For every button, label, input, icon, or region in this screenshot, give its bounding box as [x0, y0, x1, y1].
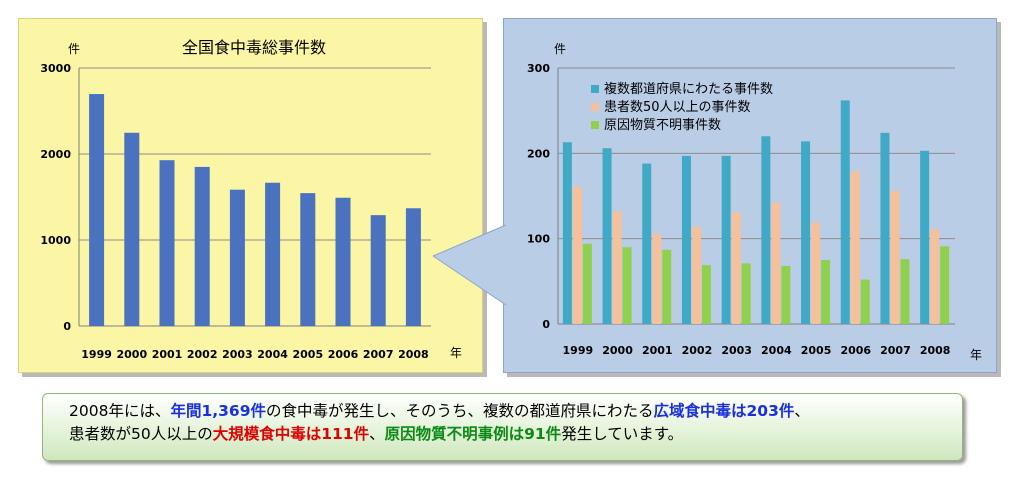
y-axis-unit: 件 — [554, 42, 566, 56]
breakdown-chart-panel: 0 100 200 300 件年 1999 2000 2001 2002 2003 2004 2005… — [503, 18, 997, 373]
x-axis-unit: 年 — [970, 348, 982, 362]
bar-series3-2002 — [701, 265, 711, 324]
legend-swatch — [591, 103, 599, 111]
bar-2001 — [159, 160, 175, 326]
legend-swatch — [591, 85, 599, 93]
x-axis-unit: 年 — [450, 346, 462, 360]
bar-2008 — [405, 208, 421, 326]
bar-series2-2005 — [811, 222, 821, 324]
y-tick-label: 1000 — [40, 234, 71, 247]
bar-series3-1999 — [582, 243, 592, 324]
legend-swatch — [591, 121, 599, 129]
x-tick-label: 2000 — [116, 348, 147, 361]
total-cases-chart: 0 1000 2000 3000 件年 1999 2000 2001 2002 2003 2004 2… — [40, 38, 462, 361]
bar-series3-2007 — [900, 259, 910, 324]
y-tick-label: 100 — [527, 233, 550, 246]
bar-2002 — [194, 166, 210, 326]
bar-series3-2004 — [781, 265, 791, 324]
y-tick-label: 3000 — [40, 62, 71, 75]
x-tick-label: 2000 — [602, 344, 633, 357]
legend-label: 原因物質不明事件数 — [604, 118, 721, 133]
summary-line-2: 患者数が50人以上の大規模食中毒は111件、原因物質不明事例は91件発生していま… — [69, 423, 948, 446]
bar-series2-2007 — [890, 190, 900, 324]
bar-series1-2006 — [840, 100, 850, 324]
bar-series3-2006 — [860, 279, 870, 324]
summary-highlight: 年間1,369件 — [170, 402, 266, 420]
bar-series2-2003 — [731, 212, 741, 324]
legend-label: 複数都道府県にわたる事件数 — [604, 81, 773, 97]
x-tick-label: 2008 — [920, 344, 951, 357]
x-tick-label: 2008 — [398, 348, 429, 361]
x-tick-label: 2001 — [152, 348, 183, 361]
x-tick-label: 2007 — [880, 344, 911, 357]
summary-text: 、 — [369, 425, 385, 443]
bar-series2-2004 — [771, 202, 781, 324]
bar-series2-2002 — [691, 226, 701, 324]
x-tick-label: 2004 — [257, 348, 288, 361]
x-tick-label: 2005 — [801, 344, 832, 357]
bar-series1-1999 — [562, 142, 572, 324]
summary-highlight: 広域食中毒は203件 — [653, 402, 795, 420]
summary-highlight: 大規模食中毒は111件 — [212, 425, 370, 443]
bar-series2-2001 — [652, 233, 662, 324]
bar-series1-2003 — [721, 155, 731, 324]
y-tick-label: 2000 — [40, 148, 71, 161]
x-tick-label: 2003 — [721, 344, 752, 357]
bar-series1-2008 — [920, 150, 930, 324]
bar-series3-2005 — [821, 260, 831, 324]
summary-text: 発生しています。 — [561, 425, 684, 443]
bar-series1-2005 — [801, 141, 811, 324]
summary-note: 2008年には、年間1,369件の食中毒が発生し、そのうち、複数の都道府県にわた… — [42, 393, 963, 461]
y-axis-unit: 件 — [68, 42, 80, 56]
total-cases-chart-panel: 0 1000 2000 3000 件年 1999 2000 2001 2002 2003 2004 2… — [18, 18, 483, 373]
bar-2006 — [335, 197, 351, 326]
bar-series3-2003 — [741, 263, 751, 324]
y-tick-label: 300 — [527, 62, 550, 75]
x-tick-label: 2003 — [222, 348, 253, 361]
bar-series3-2008 — [940, 246, 950, 324]
summary-text: の食中毒が発生し、そのうち、複数の都道府県にわたる — [265, 402, 654, 420]
bar-series1-2002 — [681, 155, 691, 324]
chart-title: 全国食中毒総事件数 — [182, 38, 326, 57]
bar-series2-2000 — [612, 211, 622, 324]
summary-text: 患者数が50人以上の — [69, 425, 213, 443]
bar-series1-2004 — [761, 136, 771, 324]
summary-line-1: 2008年には、年間1,369件の食中毒が発生し、そのうち、複数の都道府県にわた… — [69, 400, 948, 423]
x-tick-label: 2005 — [292, 348, 323, 361]
y-tick-label: 200 — [527, 147, 550, 160]
bar-series3-2000 — [622, 247, 632, 324]
summary-text: 、 — [794, 402, 810, 420]
x-tick-label: 2004 — [761, 344, 792, 357]
x-tick-label: 2006 — [840, 344, 871, 357]
x-tick-label: 2006 — [328, 348, 359, 361]
y-tick-label: 0 — [63, 320, 71, 333]
bar-series3-2001 — [662, 249, 672, 324]
x-tick-label: 1999 — [81, 348, 112, 361]
legend-label: 患者数50人以上の事件数 — [604, 100, 751, 115]
bar-series1-2001 — [642, 163, 652, 324]
bar-series1-2007 — [880, 132, 890, 324]
bar-2000 — [124, 132, 140, 326]
x-tick-label: 2007 — [363, 348, 394, 361]
bar-series2-2006 — [850, 171, 860, 324]
x-tick-label: 2002 — [187, 348, 218, 361]
breakdown-chart: 0 100 200 300 件年 1999 2000 2001 2002 2003 2004 2005… — [527, 42, 982, 362]
bar-2005 — [300, 193, 316, 326]
bar-series2-2008 — [930, 229, 940, 324]
x-tick-label: 2001 — [642, 344, 673, 357]
bar-series2-1999 — [572, 186, 582, 324]
bar-series1-2000 — [602, 148, 612, 324]
summary-text: 2008年には、 — [69, 402, 171, 420]
bar-2007 — [370, 215, 386, 326]
x-tick-label: 2002 — [682, 344, 713, 357]
summary-highlight: 原因物質不明事例は91件 — [384, 425, 562, 443]
y-tick-label: 0 — [542, 318, 550, 331]
bar-1999 — [89, 94, 105, 326]
x-tick-label: 1999 — [563, 344, 594, 357]
bar-2004 — [265, 182, 281, 326]
bar-2003 — [229, 189, 245, 326]
